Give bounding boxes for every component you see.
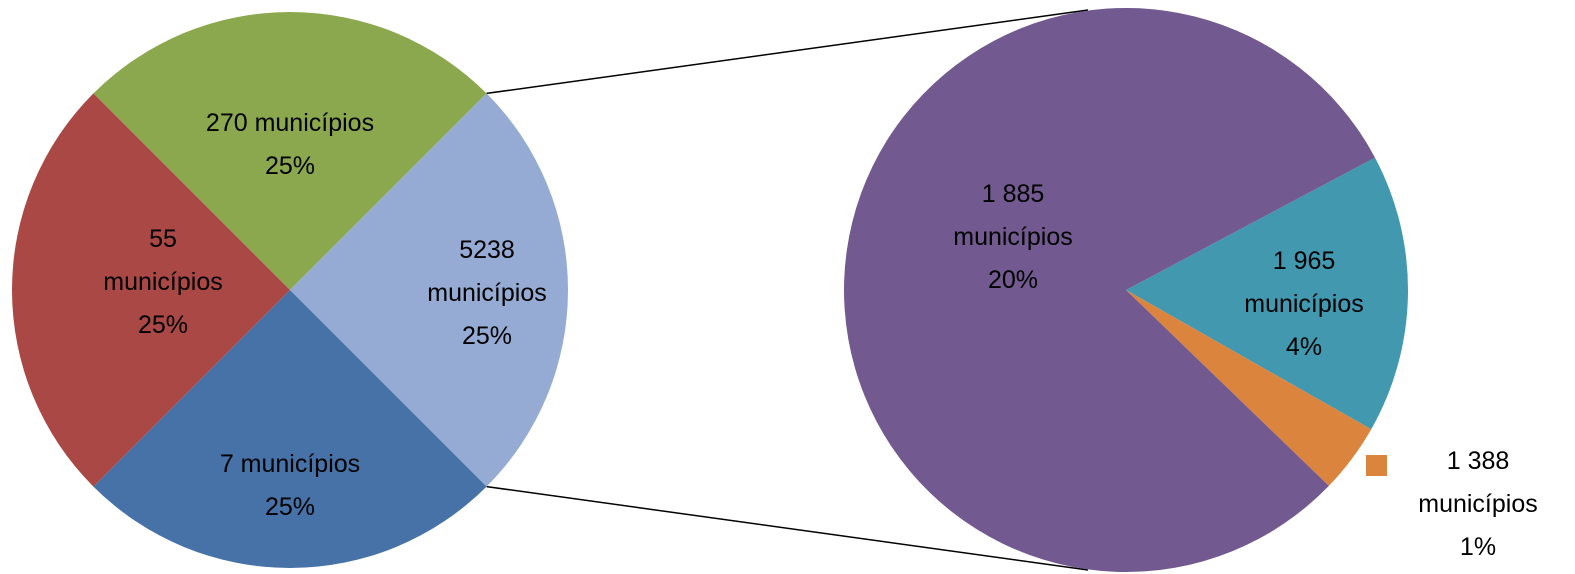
primary-slice-1 (290, 93, 569, 487)
secondary-slice-2 (843, 7, 1375, 572)
primary-label-0: 270 municípios 25% (206, 109, 374, 180)
secondary-pie (843, 7, 1408, 572)
secondary-slice-0 (1126, 157, 1408, 430)
primary-slice-3 (11, 93, 291, 487)
primary-slice-2 (93, 290, 487, 569)
secondary-legend-key-1 (1366, 455, 1387, 476)
primary-slice-0 (93, 11, 487, 290)
connector-line-top (486, 9, 1089, 95)
primary-pie (11, 11, 569, 569)
primary-label-3: 55 municípios 25% (103, 225, 223, 339)
data-labels: 270 municípios 25% 5238 municípios 25% 7 muni… (103, 109, 1538, 561)
primary-label-2: 7 municípios 25% (220, 450, 360, 521)
secondary-label-2: 1 885 municípios 20% (953, 180, 1073, 294)
secondary-label-1: 1 388 municípios 1% (1418, 447, 1538, 561)
secondary-label-0: 1 965 municípios 4% (1244, 247, 1364, 361)
secondary-slice-1 (1126, 290, 1372, 486)
primary-label-1: 5238 municípios 25% (427, 236, 547, 350)
connector-lines (486, 9, 1089, 571)
connector-line-bottom (486, 485, 1089, 571)
